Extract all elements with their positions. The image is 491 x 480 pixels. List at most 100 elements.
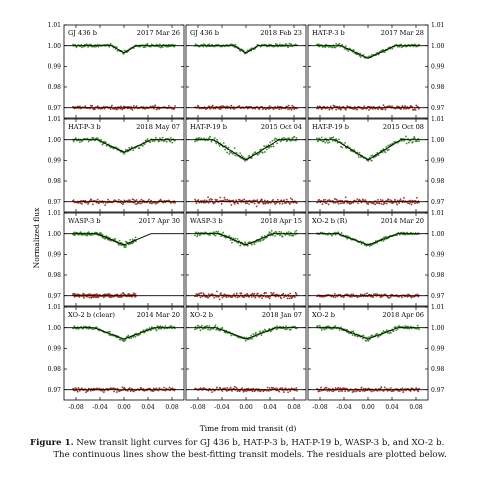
flux-point xyxy=(291,137,294,140)
flux-point xyxy=(359,56,362,58)
flux-point xyxy=(340,232,343,234)
y-tick-label: 0.98 xyxy=(431,366,445,373)
flux-point xyxy=(294,231,296,233)
residual-point xyxy=(209,198,212,200)
panel-date-label: 2018 May 07 xyxy=(136,123,180,131)
residual-point xyxy=(162,201,165,204)
residual-point xyxy=(413,108,416,111)
residual-point xyxy=(286,105,289,108)
residual-point xyxy=(323,387,326,390)
residual-point xyxy=(335,198,338,201)
residual-point xyxy=(96,198,99,201)
residual-point xyxy=(232,199,235,202)
flux-point xyxy=(220,235,222,238)
flux-point xyxy=(252,333,255,336)
residual-point xyxy=(173,107,176,110)
residual-point xyxy=(155,108,158,111)
residual-point xyxy=(208,199,211,201)
residual-point xyxy=(239,199,242,202)
residual-point xyxy=(325,386,328,389)
flux-point xyxy=(284,328,287,331)
residual-point xyxy=(261,297,263,300)
residual-point xyxy=(84,199,87,202)
residual-point xyxy=(268,389,270,392)
flux-point xyxy=(365,339,368,342)
panel-frame xyxy=(185,306,307,401)
residual-point xyxy=(327,199,329,202)
flux-point xyxy=(170,325,173,328)
residual-point xyxy=(379,389,381,392)
residual-point xyxy=(253,202,256,205)
residual-point xyxy=(89,293,92,296)
panel-frame xyxy=(63,24,185,119)
residual-point xyxy=(324,198,327,201)
flux-point xyxy=(268,43,270,46)
flux-point xyxy=(367,160,370,162)
residual-point xyxy=(316,105,319,108)
residual-point xyxy=(78,389,81,392)
x-tick-label: 0.04 xyxy=(141,404,155,411)
residual-point xyxy=(244,202,247,205)
residual-point xyxy=(213,296,216,299)
flux-point xyxy=(72,140,75,143)
residual-point xyxy=(359,293,362,296)
flux-point xyxy=(268,232,270,235)
residual-point xyxy=(280,297,283,299)
residual-point xyxy=(286,297,289,300)
residual-point xyxy=(157,389,160,392)
flux-point xyxy=(129,238,131,241)
panel-frame xyxy=(307,24,429,119)
residual-point xyxy=(74,293,77,296)
flux-point xyxy=(158,325,161,328)
y-tick-label: 0.98 xyxy=(48,366,62,373)
flux-point xyxy=(275,231,278,234)
flux-point xyxy=(341,146,344,149)
residual-point xyxy=(364,389,366,392)
flux-point xyxy=(341,44,344,46)
flux-point xyxy=(244,242,247,245)
residual-point xyxy=(246,293,249,296)
flux-point xyxy=(143,143,146,145)
y-axis-label: Normalized flux xyxy=(32,207,41,268)
residual-point xyxy=(321,203,324,206)
flux-point xyxy=(273,139,276,141)
residual-point xyxy=(368,109,370,111)
residual-point xyxy=(287,108,290,111)
residual-point xyxy=(341,390,344,392)
residual-point xyxy=(140,198,143,201)
residual-point xyxy=(331,389,333,392)
residual-point xyxy=(280,107,283,110)
residual-point xyxy=(397,105,400,108)
flux-point xyxy=(206,325,209,328)
residual-point xyxy=(381,108,384,111)
residual-point xyxy=(410,296,413,299)
flux-point xyxy=(418,328,420,331)
flux-point xyxy=(125,245,128,247)
model-curve xyxy=(186,233,306,246)
residual-point xyxy=(335,108,338,111)
residual-point xyxy=(328,108,331,111)
residual-point xyxy=(356,198,359,201)
light-curve-panel: WASP-3 b 2018 Apr 15 xyxy=(185,212,307,307)
flux-point xyxy=(324,46,327,49)
flux-point xyxy=(320,329,323,331)
y-tick-label: 0.99 xyxy=(48,64,62,71)
residual-point xyxy=(195,202,198,205)
flux-point xyxy=(405,142,408,145)
residual-point xyxy=(120,202,123,205)
residual-point xyxy=(207,196,209,199)
flux-point xyxy=(383,51,386,53)
residual-point xyxy=(154,104,157,107)
flux-point xyxy=(197,324,200,327)
flux-point xyxy=(334,46,337,49)
flux-point xyxy=(407,141,410,144)
flux-point xyxy=(221,326,224,329)
flux-point xyxy=(244,339,247,342)
residual-point xyxy=(391,105,394,108)
residual-point xyxy=(340,389,342,392)
flux-point xyxy=(265,148,268,151)
flux-point xyxy=(376,333,379,335)
residual-point xyxy=(234,295,237,298)
residual-point xyxy=(117,107,120,110)
flux-point xyxy=(331,234,333,237)
